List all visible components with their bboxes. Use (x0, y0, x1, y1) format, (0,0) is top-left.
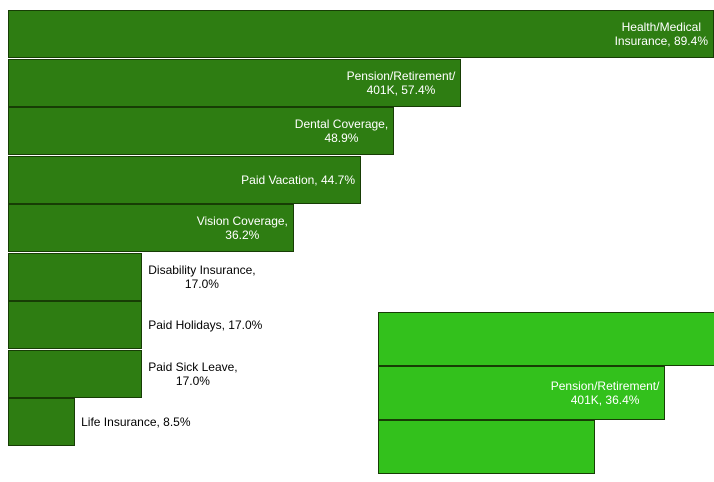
bar (8, 301, 143, 349)
data-label: Pension/Retirement/ 401K, 57.4% (346, 68, 456, 97)
data-label: Paid Vacation, 44.7% (241, 172, 355, 187)
data-label: Disability Insurance, 17.0% (148, 262, 256, 291)
bar (8, 58, 462, 107)
chart-benefits-b: Pension/Retirement/ 401K, 36.4% (378, 312, 714, 482)
bar (8, 10, 714, 58)
data-label: Vision Coverage, 36.2% (196, 214, 288, 242)
bar (8, 107, 395, 155)
bar (378, 420, 596, 474)
bar (378, 366, 666, 420)
bar (8, 398, 76, 446)
bar (8, 349, 143, 398)
bar (8, 252, 143, 301)
data-label: Paid Sick Leave, 17.0% (148, 359, 238, 388)
data-label: Dental Coverage, 48.9% (294, 117, 389, 145)
data-label: Paid Holidays, 17.0% (148, 318, 263, 332)
chart-benefits-a: Health/Medical Insurance, 89.4% Pension/R… (8, 10, 714, 446)
data-label: Life Insurance, 8.5% (81, 415, 191, 429)
bar (8, 155, 361, 204)
bar (8, 204, 294, 252)
page: Health/Medical Insurance, 89.4% Pension/R… (8, 10, 714, 474)
bar (378, 312, 714, 366)
data-label: Pension/Retirement/ 401K, 36.4% (550, 379, 660, 407)
data-label: Health/Medical Insurance, 89.4% (614, 20, 708, 48)
